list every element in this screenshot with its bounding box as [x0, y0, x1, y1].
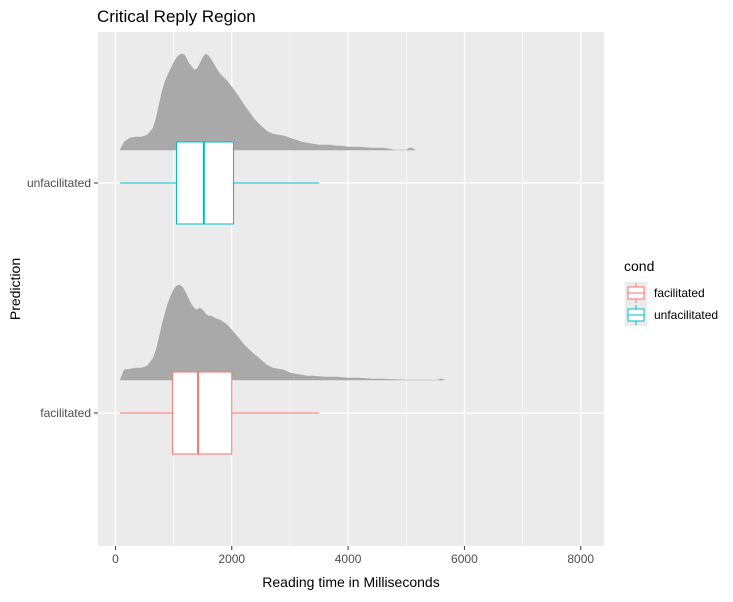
- boxplot-facilitated: [120, 371, 320, 455]
- density-unfacilitated: [119, 53, 416, 151]
- legend-label: unfacilitated: [654, 308, 718, 322]
- x-tick-label: 4000: [335, 552, 362, 566]
- density-layer: [119, 53, 446, 381]
- x-axis: 0 2000 4000 6000 8000: [112, 546, 594, 566]
- box-iqr: [176, 141, 235, 225]
- legend-label: facilitated: [654, 286, 705, 300]
- density-facilitated: [119, 284, 446, 381]
- y-axis: unfacilitated facilitated: [27, 176, 98, 420]
- y-axis-label: Prediction: [7, 258, 23, 320]
- x-tick-label: 8000: [567, 552, 594, 566]
- legend-key-unfacilitated: [625, 304, 647, 326]
- y-tick-label: facilitated: [40, 406, 91, 420]
- boxplot-layer: [120, 141, 320, 455]
- x-axis-label: Reading time in Milliseconds: [262, 574, 439, 590]
- grid-lines: [98, 32, 604, 546]
- boxplot-unfacilitated: [120, 141, 320, 225]
- y-tick-label: unfacilitated: [27, 176, 91, 190]
- legend: cond facilitated unfacilitated: [624, 258, 718, 326]
- x-tick-label: 0: [112, 552, 119, 566]
- legend-title: cond: [624, 258, 654, 274]
- legend-key-facilitated: [625, 282, 647, 304]
- x-tick-label: 6000: [451, 552, 478, 566]
- box-iqr: [171, 371, 233, 455]
- x-tick-label: 2000: [218, 552, 245, 566]
- chart-title: Critical Reply Region: [97, 7, 256, 26]
